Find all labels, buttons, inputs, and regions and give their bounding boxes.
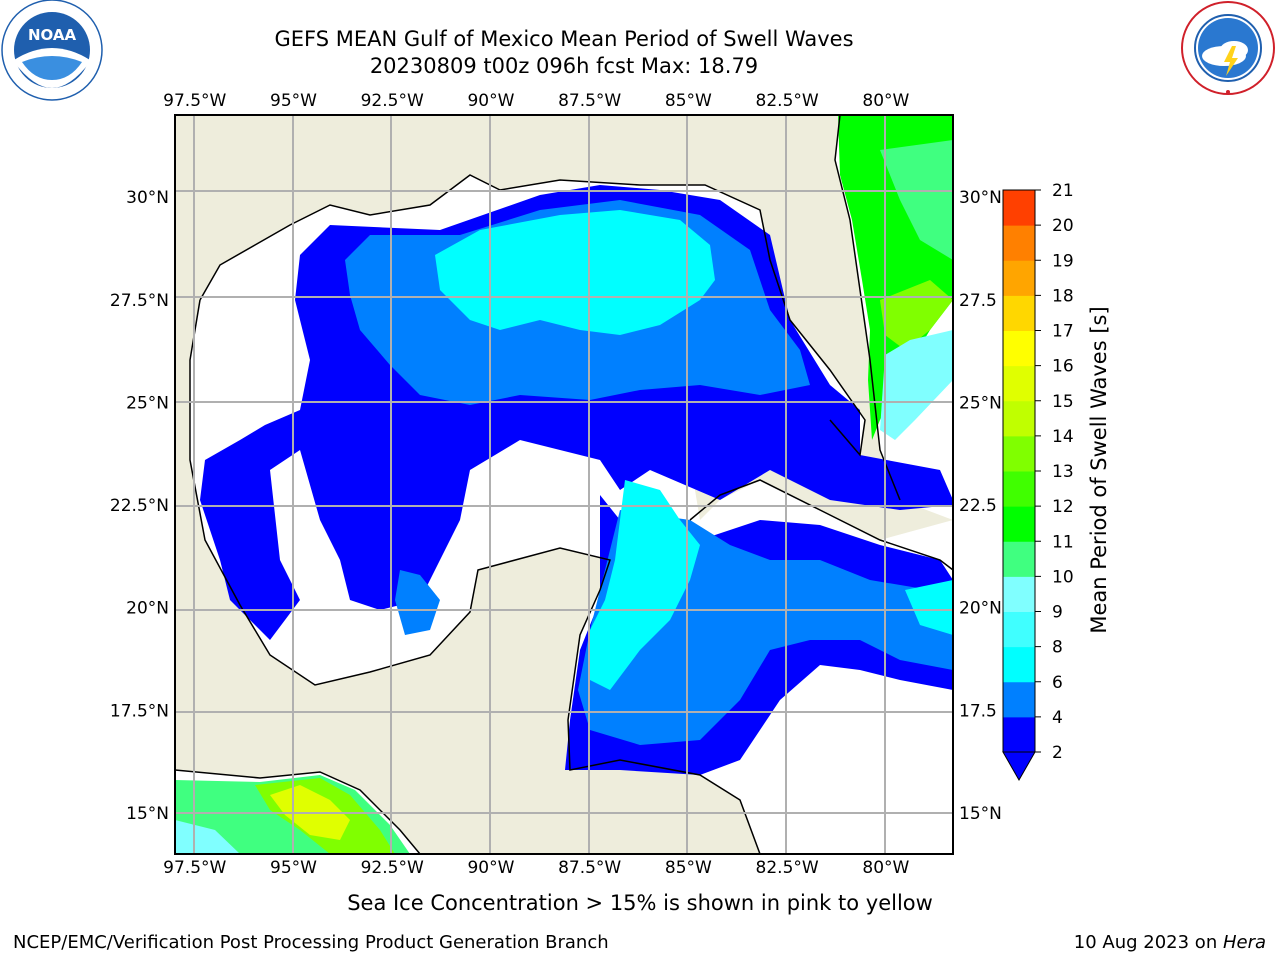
colorbar-bin (1003, 611, 1035, 648)
colorbar: 2 4 6 8 9 10 11 12 13 14 15 16 17 18 19 20 21 (1002, 181, 1074, 782)
x-tick-label-bottom: 80°W (862, 858, 909, 878)
colorbar-bin (1003, 365, 1035, 402)
colorbar-tick-label: 8 (1052, 638, 1063, 658)
colorbar-tick-label: 11 (1052, 532, 1074, 552)
swell-region-8 (880, 330, 953, 440)
noaa-logo-text: NOAA (28, 26, 77, 44)
y-tick-labels-right: 30°N 27.5 25°N 22.5 20°N 17.5 15°N (959, 188, 1002, 824)
colorbar-tick-label: 6 (1052, 673, 1063, 693)
colorbar-tick-label: 10 (1052, 567, 1074, 587)
x-tick-label-bottom: 87.5°W (558, 858, 621, 878)
x-tick-label-bottom: 90°W (467, 858, 514, 878)
y-tick-label-right: 25°N (959, 393, 1002, 413)
producer-credit: NCEP/EMC/Verification Post Processing Pr… (13, 932, 609, 953)
y-tick-label-right: 30°N (959, 188, 1002, 208)
colorbar-label: Mean Period of Swell Waves [s] (1087, 306, 1111, 633)
swell-region-pac-8 (175, 820, 240, 854)
colorbar-tick-label: 19 (1052, 251, 1074, 271)
y-tick-label-left: 25°N (126, 393, 169, 413)
coastlines (175, 115, 953, 854)
x-tick-label-top: 90°W (467, 91, 514, 111)
colorbar-tick-label: 17 (1052, 322, 1074, 342)
colorbar-bin (1003, 435, 1035, 472)
y-tick-label-right: 20°N (959, 599, 1002, 619)
colorbar-bin (1003, 400, 1035, 437)
x-tick-label-bottom: 85°W (665, 858, 712, 878)
nws-logo (1181, 1, 1275, 95)
x-tick-label-top: 97.5°W (163, 91, 226, 111)
colorbar-tick-label: 16 (1052, 357, 1074, 377)
y-tick-label-left: 22.5°N (110, 496, 169, 516)
colorbar-bin (1003, 576, 1035, 612)
swell-region-6b (590, 480, 700, 690)
run-date-text: 10 Aug 2023 on (1073, 932, 1223, 953)
y-tick-label-right: 17.5 (959, 701, 997, 721)
y-tick-label-right: 27.5 (959, 291, 997, 311)
y-tick-label-left: 27.5°N (110, 291, 169, 311)
y-tick-label-left: 15°N (126, 804, 169, 824)
x-tick-label-bottom: 95°W (270, 858, 317, 878)
colorbar-bin (1003, 471, 1035, 507)
x-tick-label-bottom: 97.5°W (163, 858, 226, 878)
y-tick-labels-left: 30°N 27.5°N 25°N 22.5°N 20°N 17.5°N 15°N (110, 188, 169, 824)
colorbar-bin (1003, 541, 1035, 577)
x-tick-label-top: 92.5°W (361, 91, 424, 111)
chart-title: GEFS MEAN Gulf of Mexico Mean Period of … (274, 27, 854, 51)
colorbar-tick-label: 13 (1052, 462, 1074, 482)
x-tick-label-top: 85°W (665, 91, 712, 111)
colorbar-tick-label: 12 (1052, 497, 1074, 517)
colorbar-tick-label: 4 (1052, 708, 1063, 728)
x-tick-label-top: 80°W (862, 91, 909, 111)
colorbar-tick-label: 21 (1052, 181, 1074, 201)
y-tick-label-right: 22.5 (959, 496, 997, 516)
colorbar-bin (1003, 330, 1035, 367)
colorbar-extend-arrow (1002, 751, 1036, 782)
colorbar-tick-label: 2 (1052, 743, 1063, 763)
colorbar-bin (1003, 190, 1035, 226)
colorbar-tick-label: 15 (1052, 392, 1074, 412)
colorbar-bin (1003, 646, 1035, 683)
swell-region-6 (435, 210, 715, 335)
y-tick-label-right: 15°N (959, 804, 1002, 824)
colorbar-bin (1003, 260, 1035, 296)
colorbar-bin (1003, 681, 1035, 718)
x-tick-label-top: 82.5°W (756, 91, 819, 111)
swell-region-9 (880, 140, 953, 260)
x-tick-label-bottom: 92.5°W (361, 858, 424, 878)
swell-region-6c (905, 580, 953, 635)
colorbar-bin (1003, 225, 1035, 261)
y-tick-label-left: 17.5°N (110, 701, 169, 721)
chart-subtitle: 20230809 t00z 096h fcst Max: 18.79 (369, 54, 759, 78)
colorbar-tick-label: 20 (1052, 216, 1074, 236)
run-date: 10 Aug 2023 on Hera (1074, 932, 1266, 953)
y-tick-label-left: 30°N (126, 188, 169, 208)
colorbar-bin (1003, 716, 1035, 753)
colorbar-bin (1003, 295, 1035, 331)
map-frame (174, 114, 954, 855)
sea-ice-note: Sea Ice Concentration > 15% is shown in … (347, 891, 933, 915)
colorbar-bin (1003, 506, 1035, 542)
colorbar-tick-label: 14 (1052, 427, 1074, 447)
colorbar-tick-label: 18 (1052, 286, 1074, 306)
machine-name: Hera (1222, 932, 1266, 953)
x-tick-label-top: 95°W (270, 91, 317, 111)
gridlines (175, 115, 953, 854)
x-tick-labels-top: 97.5°W 95°W 92.5°W 90°W 87.5°W 85°W 82.5°W 80°W (163, 91, 909, 111)
x-tick-label-bottom: 82.5°W (756, 858, 819, 878)
map-area (175, 115, 953, 854)
swell-region-4c (395, 570, 440, 635)
y-tick-label-left: 20°N (126, 599, 169, 619)
colorbar-tick-label: 9 (1052, 603, 1063, 623)
x-tick-labels-bottom: 97.5°W 95°W 92.5°W 90°W 87.5°W 85°W 82.5°W 80°W (163, 858, 909, 878)
noaa-logo: NOAA (1, 0, 103, 101)
x-tick-label-top: 87.5°W (558, 91, 621, 111)
